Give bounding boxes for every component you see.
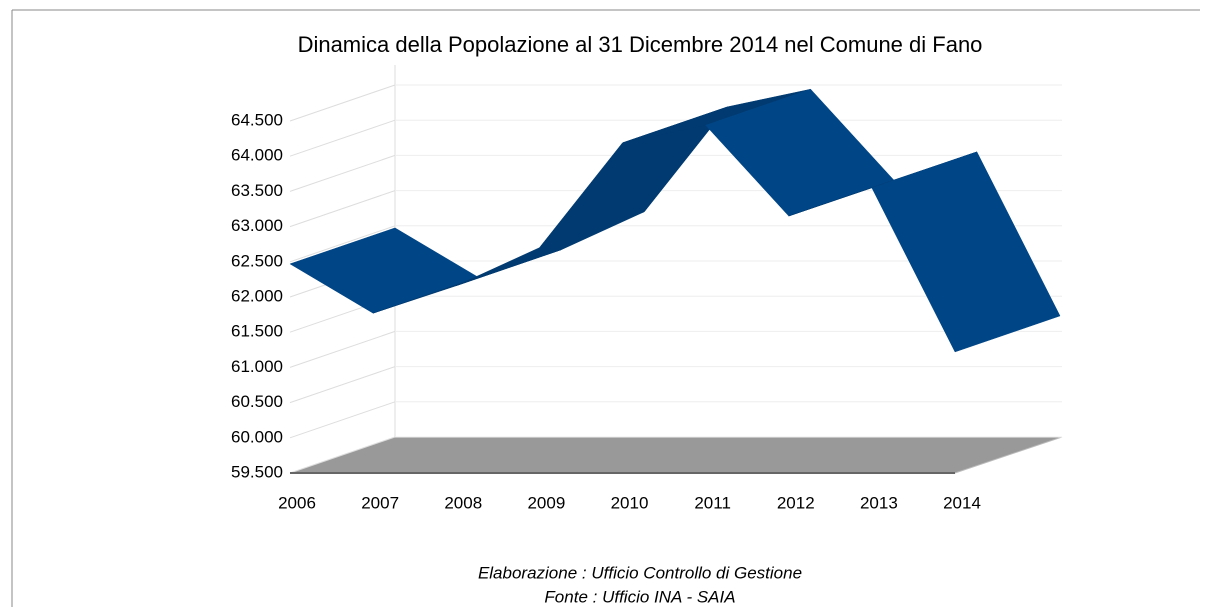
y-tick-label: 64.000 — [231, 146, 283, 165]
grid-line — [289, 84, 396, 122]
grid-line — [289, 330, 396, 368]
y-tick-label: 63.500 — [231, 181, 283, 200]
y-tick-label: 62.500 — [231, 251, 283, 270]
chart-title: Dinamica della Popolazione al 31 Dicembr… — [298, 32, 983, 57]
floor-edge — [954, 436, 1063, 474]
y-tick-label: 64.500 — [231, 110, 283, 129]
y-tick-label: 60.000 — [231, 427, 283, 446]
x-tick-label: 2010 — [611, 493, 649, 512]
x-tick-label: 2013 — [860, 493, 898, 512]
ribbon-segment — [456, 211, 645, 286]
grid-line — [289, 225, 396, 263]
grid-line — [289, 436, 396, 474]
x-tick-label: 2011 — [694, 493, 731, 512]
floor — [290, 437, 1062, 473]
grid-line — [289, 366, 396, 404]
ribbon-segment — [871, 151, 1061, 353]
ribbon-segment — [289, 227, 479, 314]
grid-line — [289, 119, 396, 157]
x-tick-label: 2006 — [278, 493, 316, 512]
x-tick-label: 2014 — [943, 493, 981, 512]
x-tick-label: 2008 — [444, 493, 482, 512]
y-tick-label: 61.000 — [231, 357, 283, 376]
y-tick-label: 61.500 — [231, 322, 283, 341]
note: Fonte : Ufficio INA - SAIA — [544, 587, 735, 606]
x-tick-label: 2007 — [361, 493, 399, 512]
y-tick-label: 63.000 — [231, 216, 283, 235]
note: Elaborazione : Ufficio Controllo di Gest… — [478, 563, 802, 582]
x-tick-label: 2012 — [777, 493, 815, 512]
grid-line — [289, 190, 396, 228]
grid-line — [289, 154, 396, 192]
y-tick-label: 62.000 — [231, 286, 283, 305]
y-tick-label: 60.500 — [231, 392, 283, 411]
x-tick-label: 2009 — [527, 493, 565, 512]
grid-line — [289, 401, 396, 439]
ribbon-segment — [538, 106, 729, 249]
y-tick-label: 59.500 — [231, 462, 283, 481]
